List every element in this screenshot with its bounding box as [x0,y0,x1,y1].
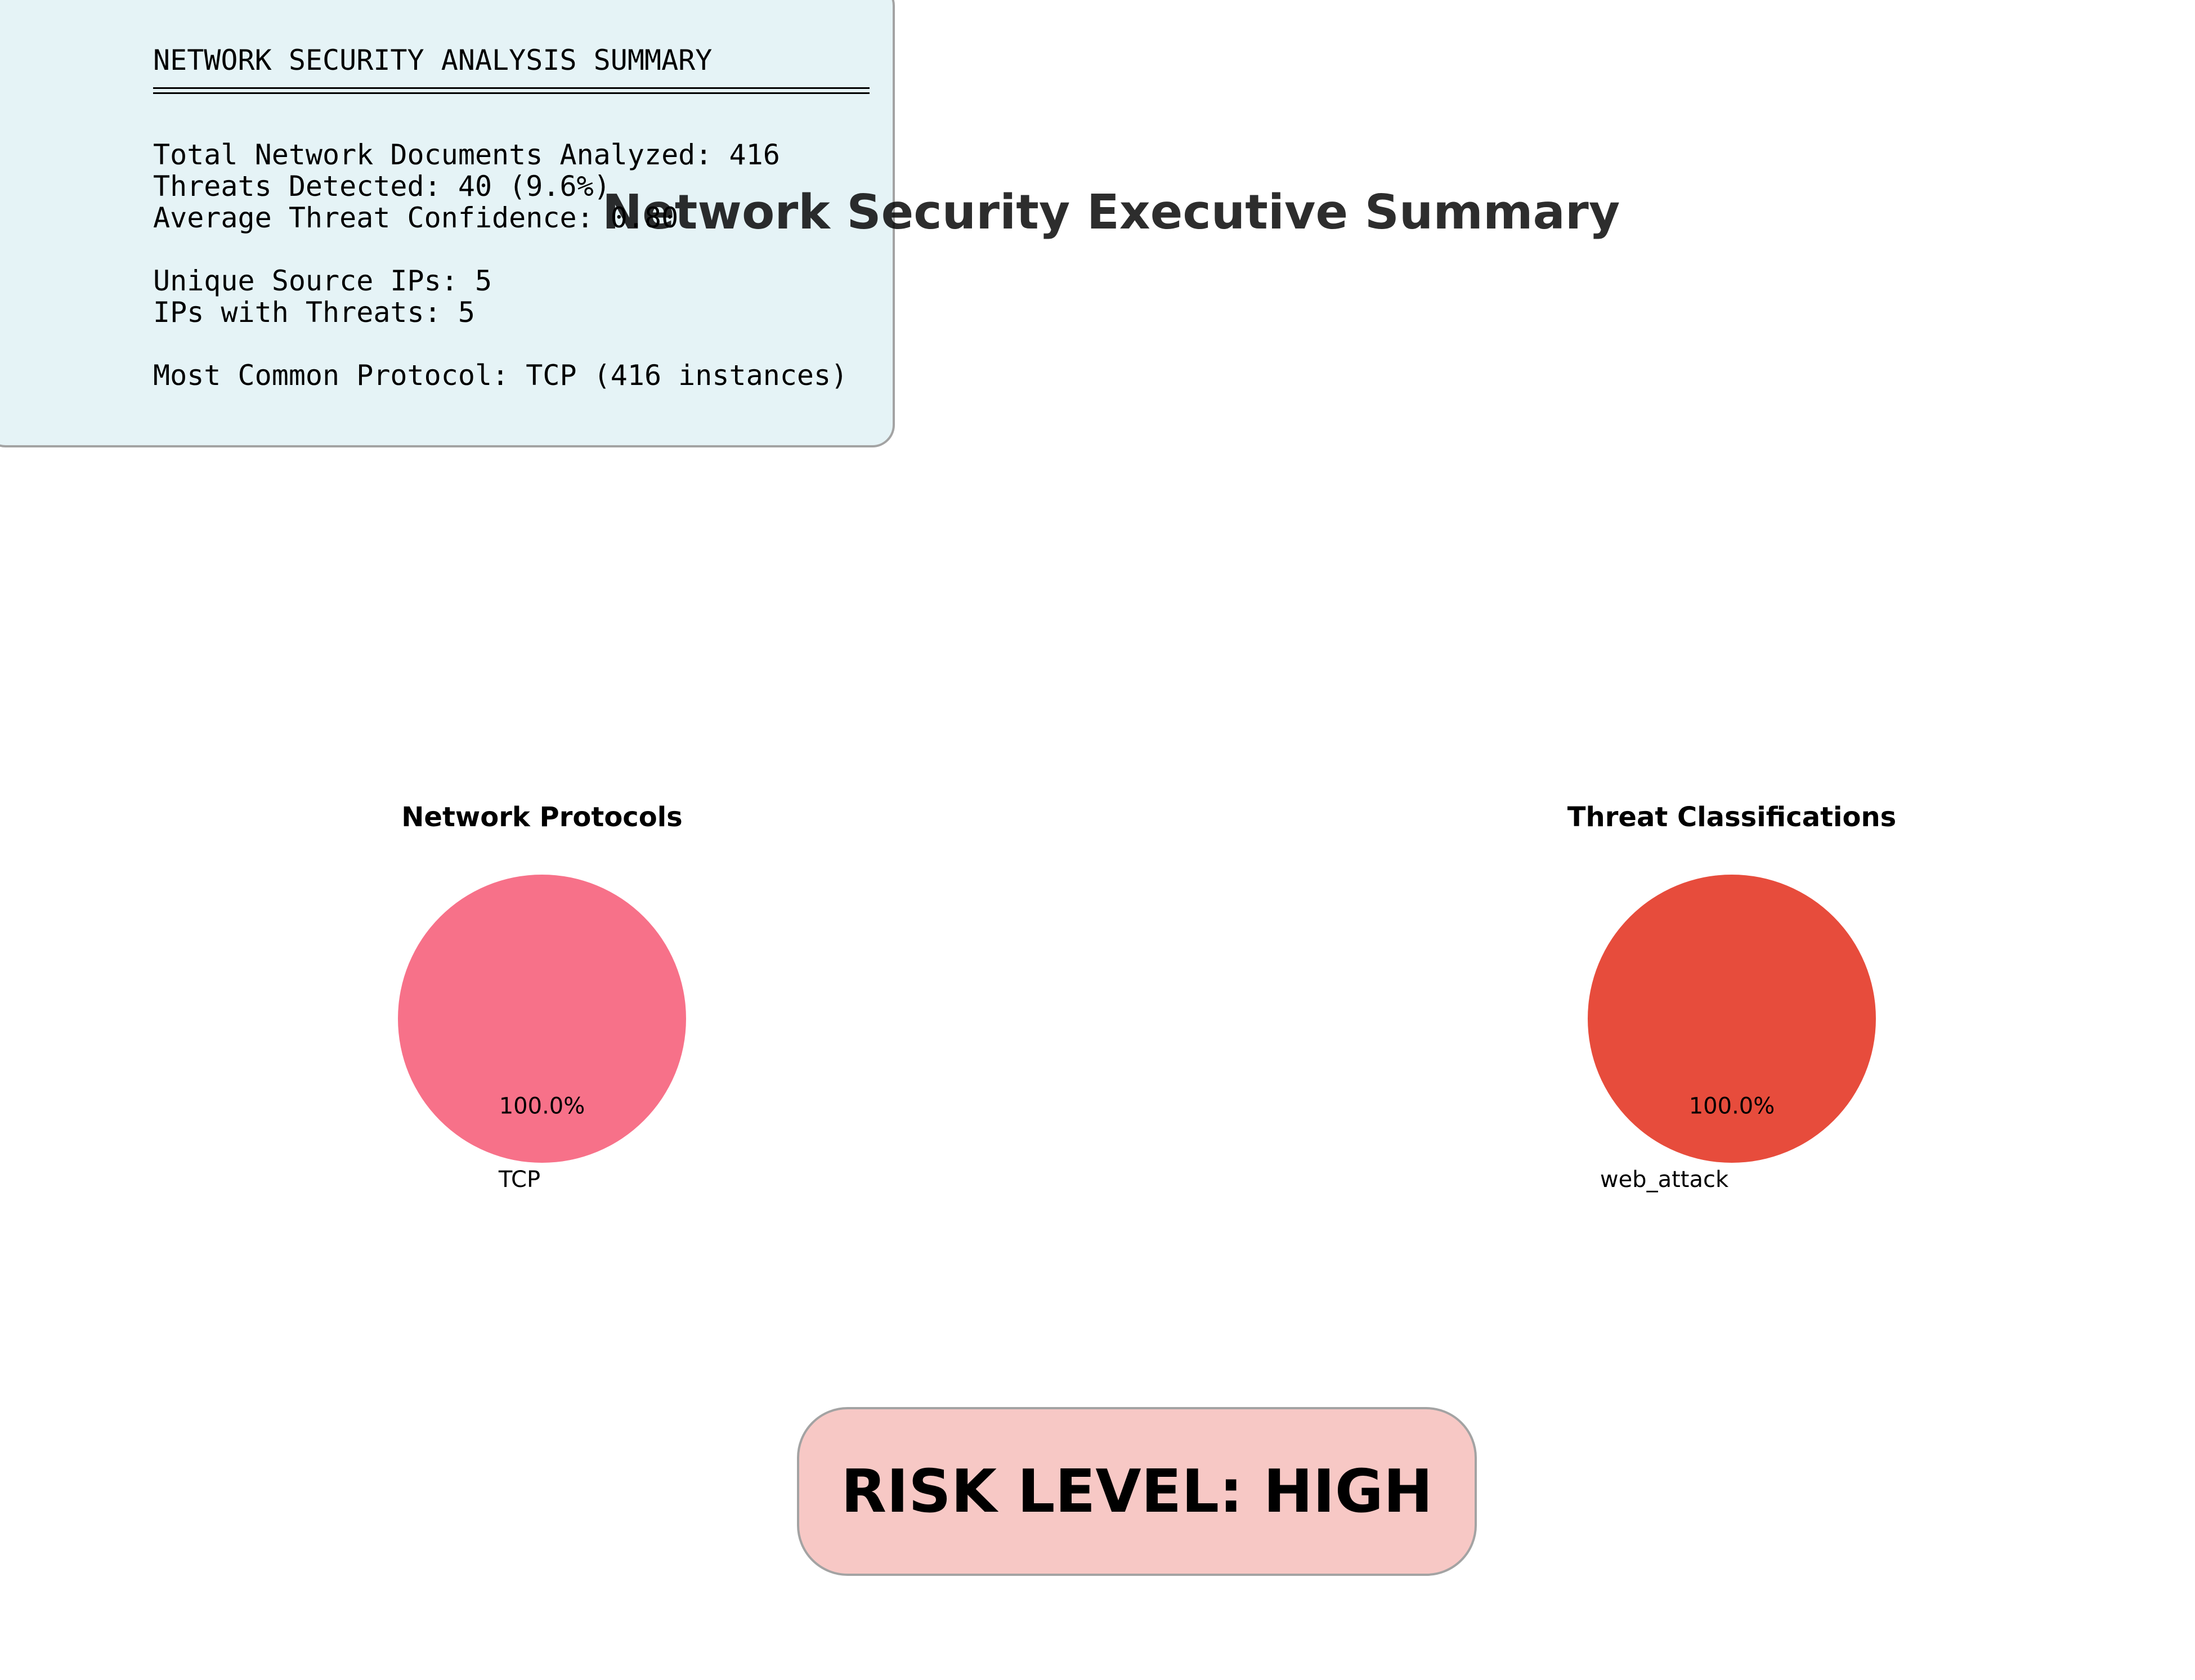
pie-pct-label-tcp: 100.0% [499,1094,585,1119]
pie-slice-tcp [398,875,686,1163]
summary-box [0,0,895,447]
pie-category-label-tcp: TCP [498,1167,540,1193]
summary-rule-bottom [153,92,870,94]
summary-common-protocol: Most Common Protocol: TCP (416 instances… [153,359,848,392]
summary-total-docs: Total Network Documents Analyzed: 416 [153,138,780,171]
risk-level-text: RISK LEVEL: HIGH [841,1457,1433,1526]
pie-slice-web-attack [1588,875,1876,1163]
pie-category-label-web-attack: web_attack [1600,1167,1729,1193]
summary-rule-top [153,87,870,89]
summary-threats-detected: Threats Detected: 40 (9.6%) [153,170,611,203]
summary-heading: NETWORK SECURITY ANALYSIS SUMMARY [153,44,713,77]
pie-title-protocols: Network Protocols [401,801,683,833]
pie-pct-label-web-attack: 100.0% [1689,1094,1775,1119]
summary-ips-with-threats: IPs with Threats: 5 [153,296,475,329]
pie-title-threats: Threat Classifications [1567,801,1897,833]
pie-chart-protocols: 100.0% TCP [398,875,686,1193]
summary-avg-confidence: Average Threat Confidence: 0.80 [153,201,679,234]
risk-level-badge: RISK LEVEL: HIGH [797,1407,1477,1576]
pie-chart-threats: 100.0% web_attack [1588,875,1876,1193]
page-title: Network Security Executive Summary [602,185,1620,240]
summary-unique-ips: Unique Source IPs: 5 [153,265,492,297]
